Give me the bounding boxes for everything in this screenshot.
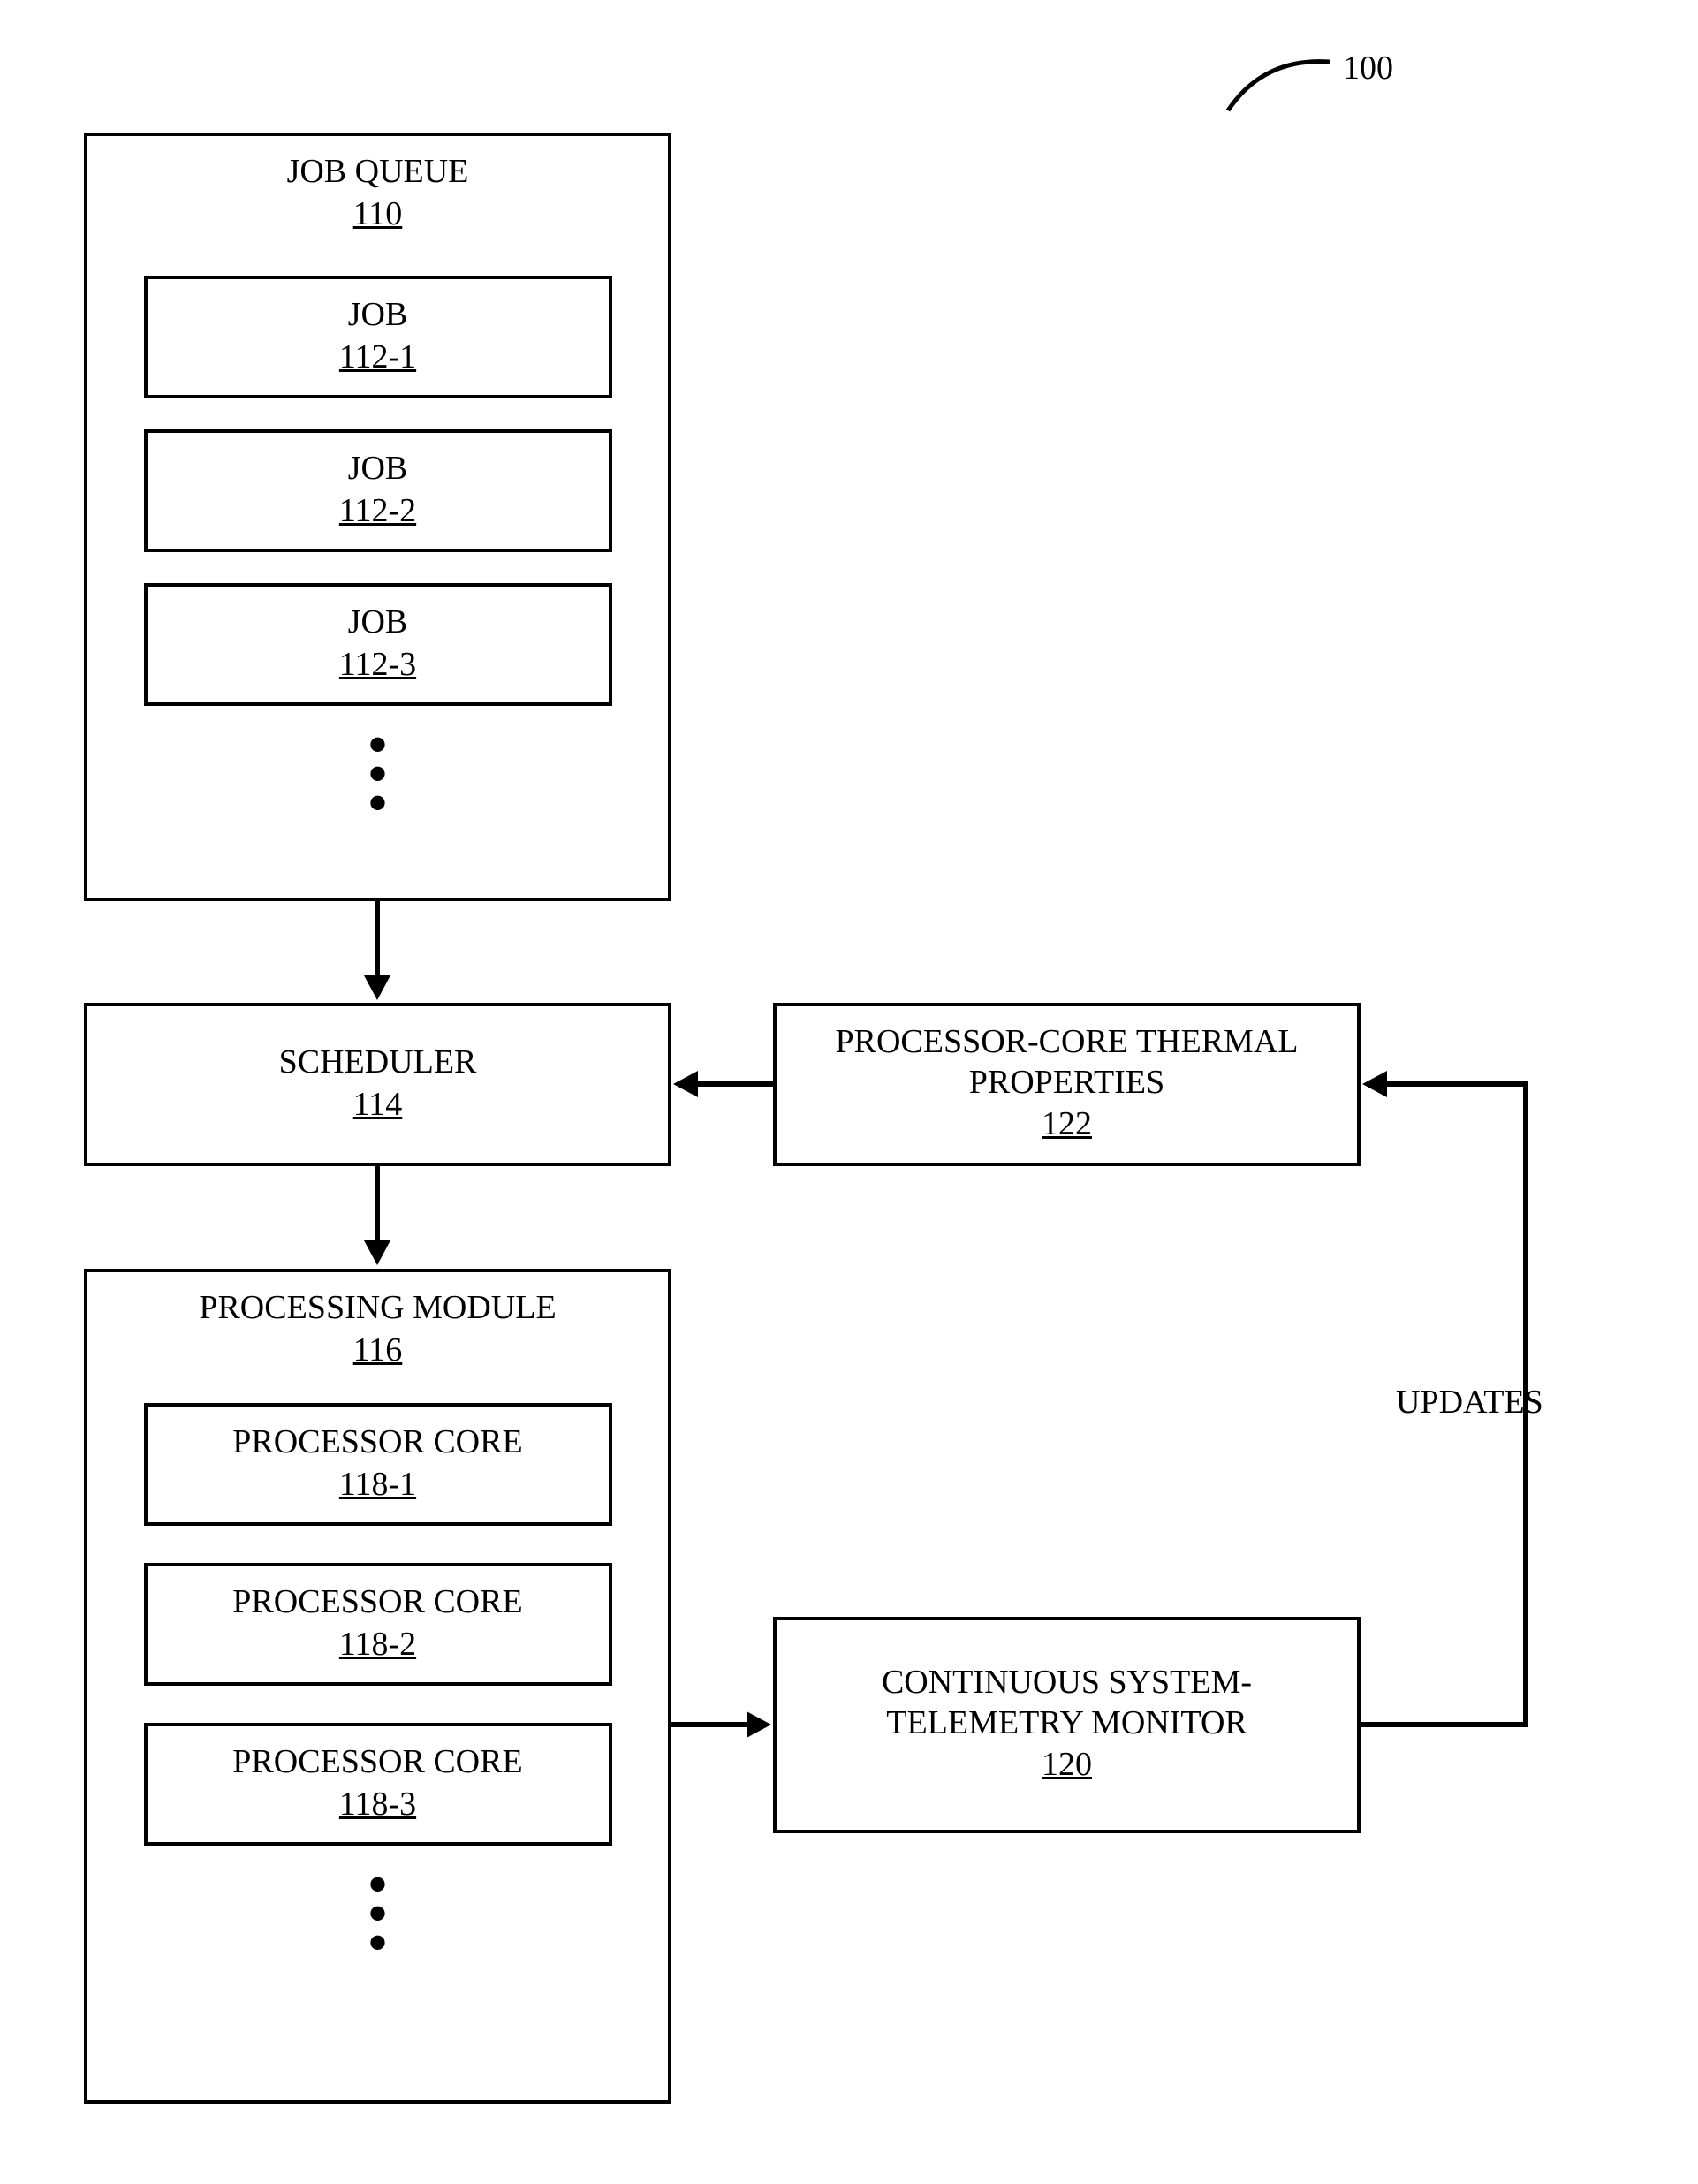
ref-curve-icon [1219, 49, 1334, 119]
arrow-line [1361, 1722, 1528, 1727]
job-title: JOB [156, 449, 600, 489]
job-title: JOB [156, 295, 600, 336]
core-title: PROCESSOR CORE [156, 1422, 600, 1463]
processing-module-box: PROCESSING MODULE 116 PROCESSOR CORE 118… [84, 1269, 671, 2104]
processor-core-item: PROCESSOR CORE 118-3 [144, 1723, 612, 1846]
job-queue-box: JOB QUEUE 110 JOB 112-1 JOB 112-2 JOB 11… [84, 133, 671, 901]
scheduler-title: SCHEDULER [279, 1043, 477, 1083]
arrow-head-icon [1362, 1071, 1387, 1097]
processor-core-item: PROCESSOR CORE 118-2 [144, 1563, 612, 1686]
core-title: PROCESSOR CORE [156, 1742, 600, 1783]
telemetry-ref: 120 [1042, 1743, 1092, 1786]
telemetry-title-line2: TELEMETRY MONITOR [886, 1703, 1247, 1744]
arrow-line [696, 1081, 773, 1087]
job-ref: 112-1 [156, 336, 600, 379]
arrow-head-icon [364, 1240, 390, 1265]
job-item: JOB 112-2 [144, 429, 612, 552]
core-title: PROCESSOR CORE [156, 1582, 600, 1623]
thermal-title-line2: PROPERTIES [969, 1063, 1165, 1103]
processor-core-item: PROCESSOR CORE 118-1 [144, 1403, 612, 1526]
processing-module-ref: 116 [353, 1329, 403, 1372]
ellipsis-icon: ••• [368, 1870, 387, 1958]
arrow-head-icon [747, 1711, 771, 1738]
core-ref: 118-2 [156, 1623, 600, 1666]
core-ref: 118-1 [156, 1463, 600, 1506]
arrow-head-icon [364, 975, 390, 1000]
arrow-line [375, 901, 380, 977]
job-item: JOB 112-1 [144, 276, 612, 398]
arrow-head-icon [673, 1071, 698, 1097]
processing-module-title: PROCESSING MODULE [199, 1288, 556, 1329]
arrow-line [671, 1722, 748, 1727]
figure-ref-label: 100 [1343, 49, 1393, 87]
telemetry-monitor-box: CONTINUOUS SYSTEM- TELEMETRY MONITOR 120 [773, 1617, 1361, 1833]
arrow-line [375, 1166, 380, 1242]
thermal-title-line1: PROCESSOR-CORE THERMAL [835, 1022, 1298, 1063]
job-item: JOB 112-3 [144, 583, 612, 706]
job-queue-ref: 110 [353, 193, 403, 236]
scheduler-box: SCHEDULER 114 [84, 1003, 671, 1166]
thermal-properties-box: PROCESSOR-CORE THERMAL PROPERTIES 122 [773, 1003, 1361, 1166]
arrow-line [1385, 1081, 1528, 1087]
job-ref: 112-3 [156, 643, 600, 686]
thermal-ref: 122 [1042, 1103, 1092, 1146]
job-queue-title: JOB QUEUE [287, 152, 469, 193]
ellipsis-icon: ••• [368, 731, 387, 818]
telemetry-title-line1: CONTINUOUS SYSTEM- [882, 1663, 1252, 1703]
job-ref: 112-2 [156, 489, 600, 533]
job-title: JOB [156, 603, 600, 643]
scheduler-ref: 114 [353, 1083, 403, 1126]
updates-label: UPDATES [1396, 1383, 1543, 1422]
core-ref: 118-3 [156, 1783, 600, 1826]
